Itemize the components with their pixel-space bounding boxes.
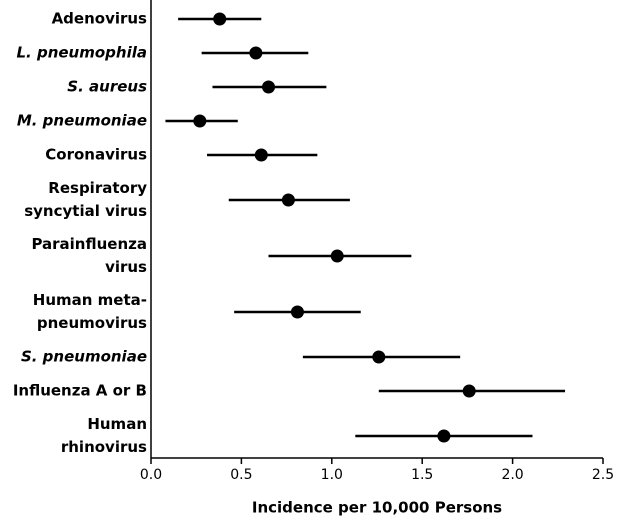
category-label: Respiratory (48, 179, 147, 197)
category-label: rhinovirus (61, 438, 147, 456)
point (462, 384, 476, 398)
point (193, 114, 207, 128)
x-tick-label: 2.5 (592, 467, 614, 483)
x-tick-label: 2.0 (501, 467, 523, 483)
point (262, 80, 276, 94)
point (330, 249, 344, 263)
point (290, 305, 304, 319)
category-label: virus (105, 258, 147, 276)
category-label: Adenovirus (52, 10, 147, 28)
category-label: pneumovirus (37, 314, 147, 332)
category-label: Human (87, 415, 147, 433)
x-axis-title: Incidence per 10,000 Persons (252, 499, 502, 517)
point (213, 12, 227, 26)
category-label: S. pneumoniae (21, 348, 147, 366)
category-label: L. pneumophila (16, 44, 147, 62)
category-label: S. aureus (67, 78, 147, 96)
category-label: Coronavirus (45, 146, 147, 164)
category-label: Human meta- (33, 291, 147, 309)
x-tick-label: 0.0 (140, 467, 162, 483)
category-label: Influenza A or B (13, 382, 147, 400)
point (437, 429, 451, 443)
point (254, 148, 268, 162)
category-label: Parainfluenza (31, 235, 147, 253)
point (372, 350, 386, 364)
category-label: M. pneumoniae (17, 112, 147, 130)
x-tick-label: 1.0 (321, 467, 343, 483)
x-tick-label: 1.5 (411, 467, 433, 483)
x-tick-label: 0.5 (230, 467, 252, 483)
category-label: syncytial virus (24, 202, 147, 220)
point (249, 46, 263, 60)
point (281, 193, 295, 207)
